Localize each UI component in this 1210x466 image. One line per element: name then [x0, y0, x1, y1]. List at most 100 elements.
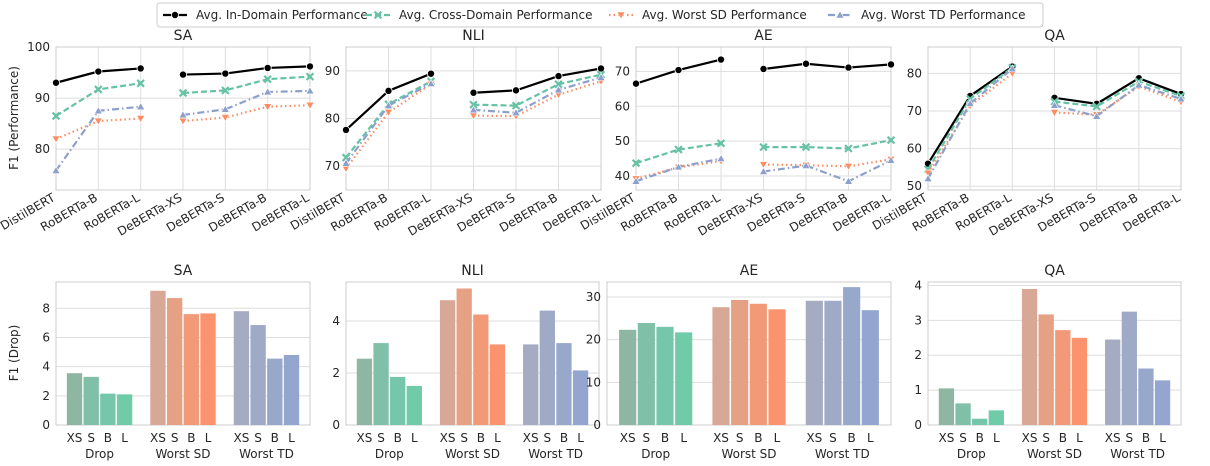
- data-point: [468, 105, 479, 114]
- bar: [861, 310, 879, 425]
- y-tick-label: 8: [42, 301, 50, 315]
- y-tick-label: 10: [586, 375, 601, 389]
- series-1: [51, 72, 315, 121]
- series-line: [763, 158, 892, 168]
- group-label: Drop: [957, 447, 986, 461]
- bar: [489, 344, 506, 425]
- data-point: [305, 62, 314, 71]
- bar: [1038, 314, 1054, 425]
- series-0: [341, 64, 606, 134]
- legend-marker: [373, 10, 383, 20]
- group-label: Drop: [85, 447, 114, 461]
- legend-item: Avg. In-Domain Performance: [163, 8, 368, 22]
- x-tick-label: XS: [523, 431, 539, 445]
- series-line: [182, 75, 311, 95]
- series-3: [923, 64, 1186, 183]
- series-2: [51, 101, 315, 144]
- data-point: [469, 88, 478, 97]
- series-line: [1054, 77, 1182, 105]
- y-tick-label: 60: [907, 142, 922, 156]
- legend-marker: [616, 11, 626, 20]
- data-point: [759, 64, 768, 73]
- group-label: Worst SD: [445, 447, 500, 461]
- bar: [150, 290, 166, 425]
- data-point: [553, 85, 564, 94]
- plot-frame: [55, 46, 311, 191]
- bar: [523, 344, 539, 425]
- panels: 8090100SADistilBERTRoBERTa-BRoBERTa-LDeB…: [0, 28, 1186, 461]
- y-tick-label: 2: [332, 366, 340, 380]
- data-point: [554, 80, 563, 89]
- series-line: [473, 76, 602, 114]
- data-point: [844, 144, 853, 153]
- line-panel-AE: 40506070AEDistilBERTRoBERTa-BRoBERTa-LDe…: [578, 28, 896, 239]
- x-tick-label: S: [643, 431, 651, 445]
- bar: [66, 373, 83, 425]
- legend-label: Avg. Worst SD Performance: [642, 8, 807, 22]
- bar: [233, 311, 250, 425]
- plot-frame: [635, 46, 892, 191]
- bar: [183, 314, 200, 425]
- data-point: [178, 70, 187, 79]
- series-0: [632, 55, 896, 88]
- data-point: [596, 72, 606, 81]
- data-point: [758, 161, 769, 170]
- data-point: [511, 101, 521, 110]
- y-tick-label: 0: [332, 418, 340, 432]
- series-line: [473, 67, 602, 94]
- data-point: [263, 63, 272, 72]
- bar: [539, 310, 555, 425]
- x-tick-label: L: [867, 431, 874, 445]
- series-3: [51, 86, 315, 174]
- data-point: [597, 64, 606, 73]
- data-point: [512, 86, 521, 95]
- data-point: [221, 86, 230, 95]
- series-line: [763, 159, 892, 183]
- legend-label: Avg. Worst TD Performance: [861, 8, 1026, 22]
- data-point: [511, 108, 521, 117]
- x-tick-label: S: [87, 431, 95, 445]
- x-tick-label: XS: [233, 431, 249, 445]
- bar: [456, 288, 472, 425]
- data-point: [923, 174, 933, 183]
- panel-title: SA: [174, 28, 193, 44]
- x-tick-label: L: [993, 431, 1000, 445]
- series-0: [52, 62, 314, 87]
- group-label: Worst TD: [1110, 447, 1165, 461]
- data-point: [341, 125, 350, 134]
- legend-label: Avg. In-Domain Performance: [196, 8, 368, 22]
- x-tick-label: XS: [357, 431, 373, 445]
- data-point: [136, 64, 145, 73]
- bar: [955, 403, 971, 425]
- bar: [1138, 368, 1154, 425]
- line-panel-QA: 50607080QADistilBERTRoBERTa-BRoBERTa-LDe…: [870, 28, 1186, 239]
- data-point: [801, 160, 811, 169]
- x-tick-label: XS: [713, 431, 729, 445]
- panel-title: QA: [1044, 28, 1065, 44]
- bar: [283, 354, 300, 425]
- data-point: [674, 66, 683, 75]
- series-line: [1054, 85, 1182, 116]
- x-tick-label: B: [477, 431, 485, 445]
- x-tick-label: B: [661, 431, 669, 445]
- series-line: [473, 73, 602, 107]
- y-tick-label: 50: [907, 179, 922, 193]
- bar: [972, 418, 988, 425]
- x-tick-label: B: [394, 431, 402, 445]
- x-tick-label: L: [121, 431, 128, 445]
- data-point: [178, 88, 188, 98]
- data-point: [341, 158, 351, 167]
- x-tick-label: S: [460, 431, 468, 445]
- x-tick-label: L: [577, 431, 584, 445]
- data-point: [1049, 100, 1060, 109]
- bar: [200, 313, 216, 425]
- series-3: [341, 72, 606, 167]
- x-tick-label: L: [411, 431, 418, 445]
- x-tick-label: S: [829, 431, 837, 445]
- bar: [768, 309, 786, 425]
- data-point: [178, 110, 188, 119]
